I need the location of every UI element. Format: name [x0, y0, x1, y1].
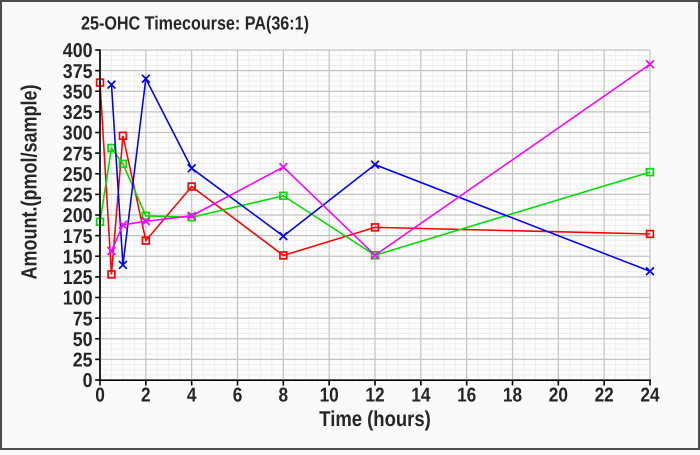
svg-text:16: 16	[457, 385, 476, 407]
svg-text:0: 0	[95, 385, 105, 407]
svg-text:6: 6	[233, 385, 243, 407]
svg-text:200: 200	[63, 205, 93, 227]
svg-text:0: 0	[83, 370, 93, 392]
svg-text:2: 2	[141, 385, 151, 407]
svg-text:400: 400	[63, 40, 93, 62]
svg-text:Amount.(pmol/sample): Amount.(pmol/sample)	[17, 85, 42, 280]
svg-text:12: 12	[365, 385, 384, 407]
svg-text:300: 300	[63, 123, 93, 145]
svg-text:325: 325	[63, 102, 93, 124]
svg-text:375: 375	[63, 61, 93, 83]
svg-text:250: 250	[63, 164, 93, 186]
svg-text:20: 20	[549, 385, 568, 407]
svg-text:14: 14	[411, 385, 431, 407]
svg-text:275: 275	[63, 143, 93, 165]
svg-text:175: 175	[63, 226, 93, 248]
svg-text:10: 10	[320, 385, 339, 407]
svg-text:125: 125	[63, 267, 93, 289]
svg-text:4: 4	[187, 385, 197, 407]
svg-text:225: 225	[63, 185, 93, 207]
svg-text:18: 18	[503, 385, 522, 407]
svg-text:24: 24	[640, 385, 660, 407]
svg-text:100: 100	[63, 288, 93, 310]
svg-text:350: 350	[63, 81, 93, 103]
svg-text:8: 8	[279, 385, 289, 407]
svg-text:150: 150	[63, 246, 93, 268]
svg-text:75: 75	[73, 308, 93, 330]
svg-text:Time (hours): Time (hours)	[319, 407, 431, 431]
svg-text:25: 25	[73, 350, 93, 372]
svg-text:50: 50	[73, 329, 93, 351]
svg-text:25-OHC Timecourse: PA(36:1): 25-OHC Timecourse: PA(36:1)	[81, 14, 309, 35]
svg-text:22: 22	[595, 385, 614, 407]
